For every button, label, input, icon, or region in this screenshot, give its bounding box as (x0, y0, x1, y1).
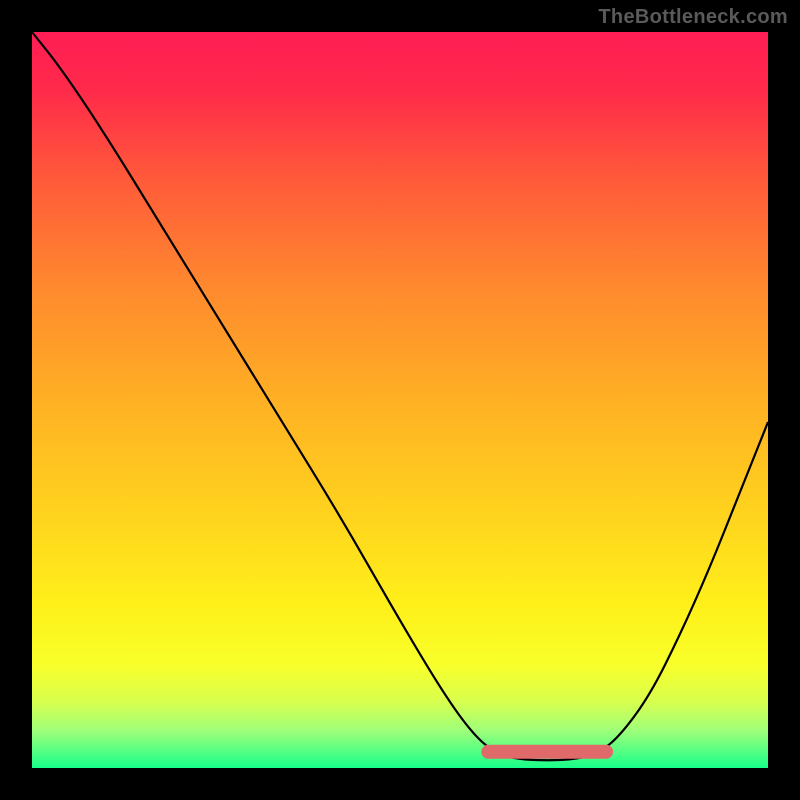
plot-background (32, 32, 768, 768)
bottleneck-chart (0, 0, 800, 800)
chart-stage: TheBottleneck.com (0, 0, 800, 800)
